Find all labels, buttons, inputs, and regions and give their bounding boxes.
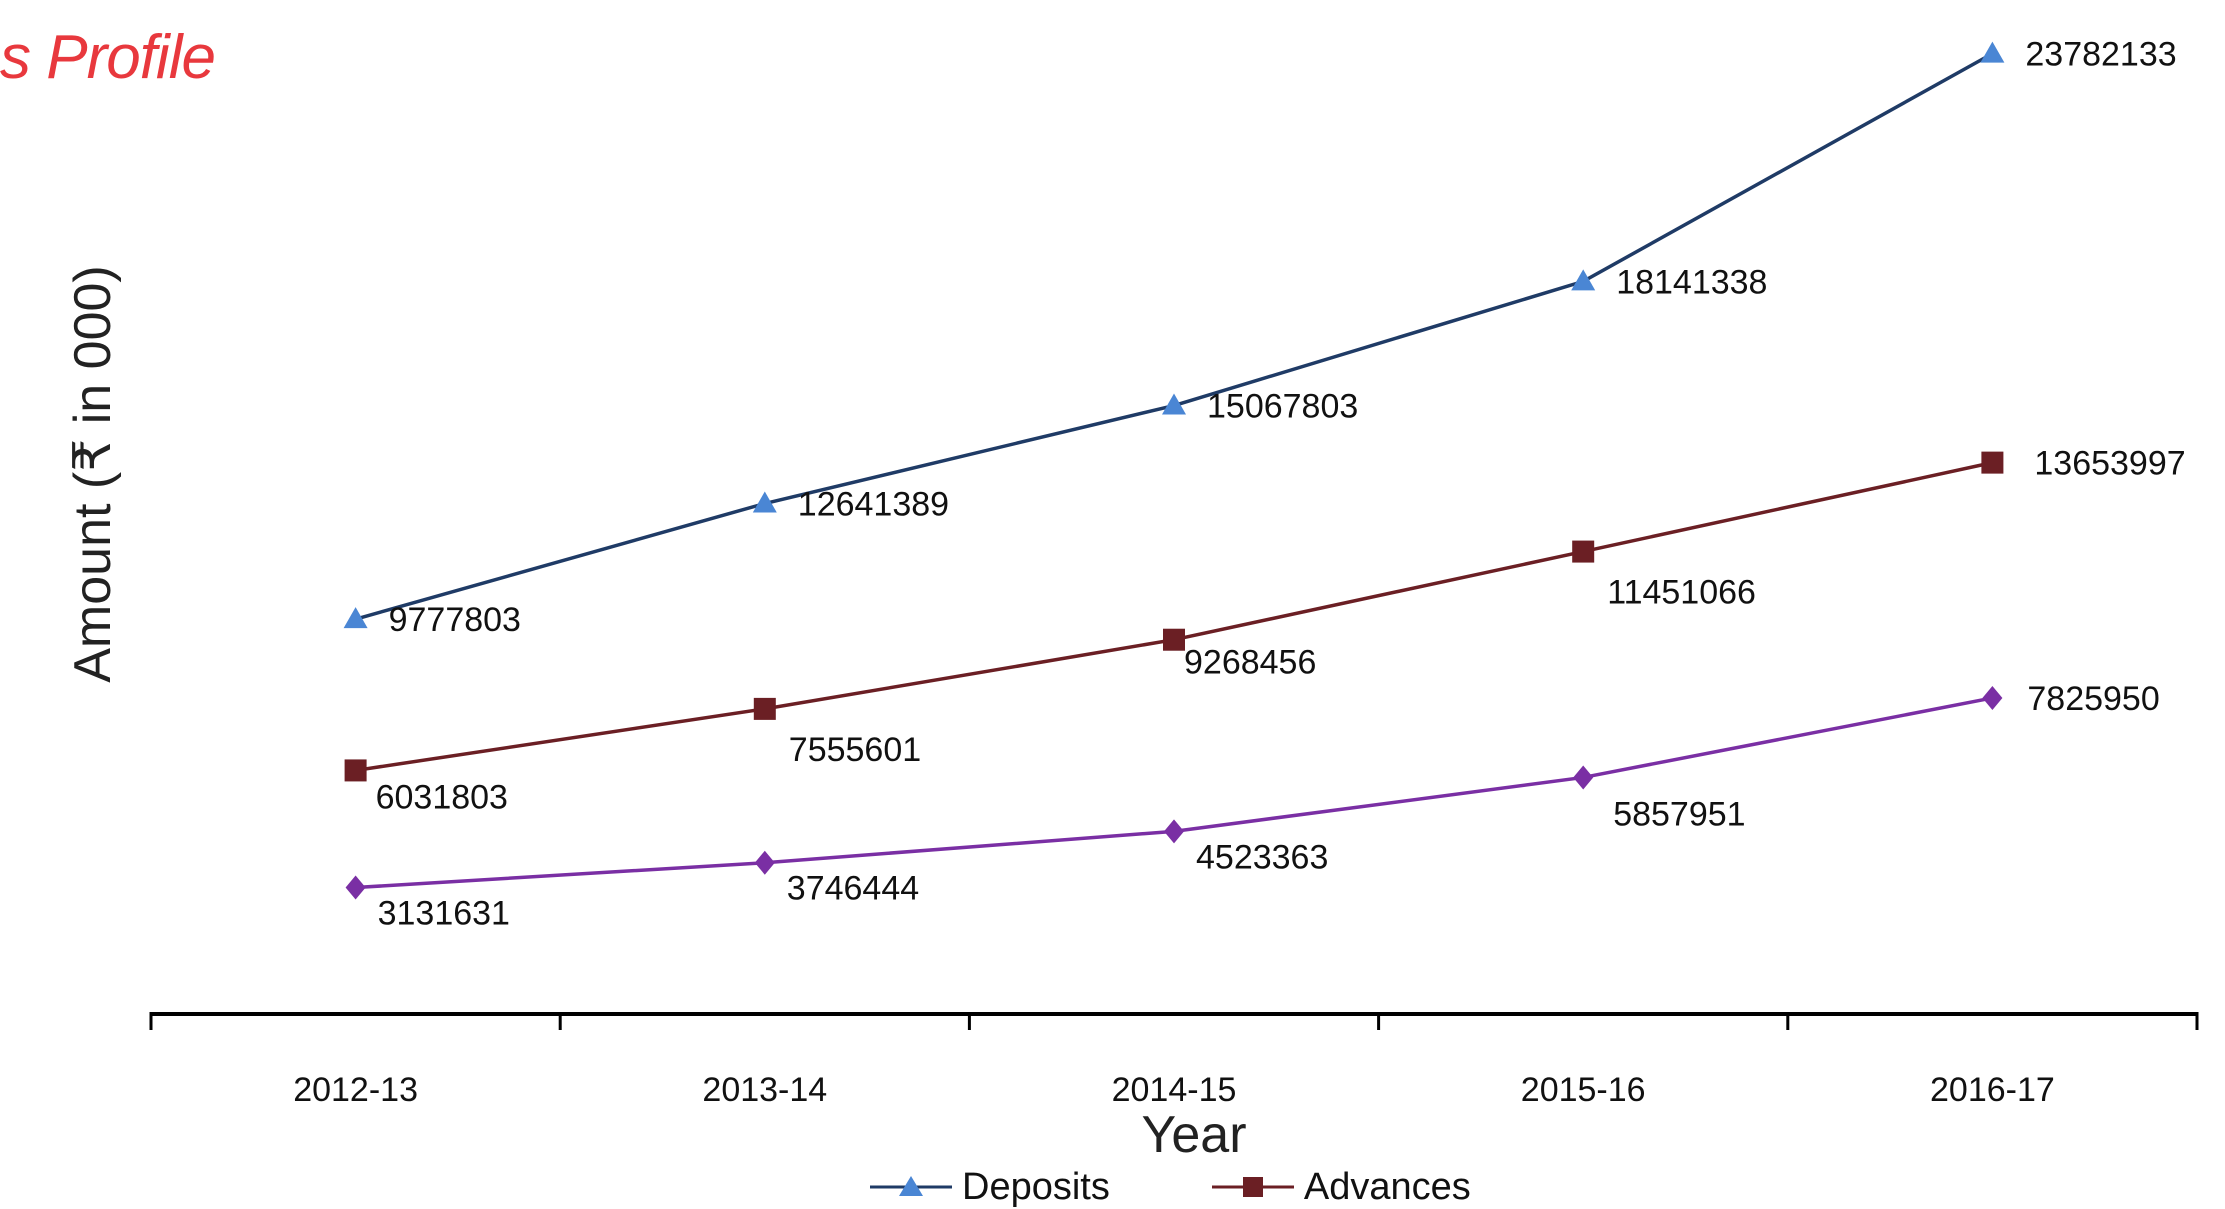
data-label: 5857951: [1613, 795, 1745, 833]
page-title: s Profile: [0, 23, 216, 92]
legend-label-advances: Advances: [1303, 1165, 1471, 1208]
data-label: 7825950: [2027, 680, 2159, 718]
legend-item-deposits: Deposits: [868, 1166, 1110, 1209]
legend-swatch-advances: [1211, 1177, 1294, 1197]
data-point: [1980, 41, 2005, 63]
data-label: 6031803: [376, 778, 508, 816]
x-axis-title: Year: [1141, 1106, 1246, 1164]
data-label: 12641389: [798, 486, 949, 524]
data-point: [1572, 540, 1595, 563]
data-label: 3746444: [787, 870, 919, 908]
data-point: [753, 697, 776, 720]
data-point: [344, 759, 367, 782]
x-tick-label: 2013-14: [702, 1071, 827, 1109]
legend-label-deposits: Deposits: [962, 1165, 1110, 1208]
data-label: 23782133: [2025, 36, 2176, 74]
legend-item-advances: Advances: [1210, 1166, 1471, 1209]
data-label: 9777803: [389, 601, 521, 639]
data-point: [1164, 819, 1184, 844]
data-point: [1162, 393, 1186, 415]
legend: Deposits Advances: [868, 1166, 1471, 1209]
data-point: [1163, 628, 1185, 651]
data-label: 18141338: [1616, 263, 1767, 301]
series-line-deposits: [355, 52, 1994, 621]
data-point: [1982, 685, 2003, 710]
x-tick-label: 2015-16: [1521, 1071, 1646, 1109]
data-point: [754, 850, 775, 875]
series-line-series-3: [355, 696, 1993, 890]
series-line-advances: [355, 460, 1993, 773]
data-label: 3131631: [378, 895, 510, 933]
data-label: 9268456: [1184, 644, 1316, 682]
data-point: [1981, 451, 2004, 474]
data-label: 7555601: [789, 731, 921, 769]
data-point: [752, 491, 777, 513]
data-point: [1573, 765, 1594, 790]
data-label: 13653997: [2034, 445, 2185, 483]
data-label: 15067803: [1207, 388, 1358, 426]
legend-swatch-deposits: [870, 1176, 952, 1196]
x-tick-label: 2014-15: [1112, 1071, 1237, 1109]
data-label: 11451066: [1607, 574, 1756, 612]
data-label: 4523363: [1196, 838, 1328, 876]
data-point: [1571, 269, 1596, 291]
x-tick-label: 2016-17: [1930, 1071, 2055, 1109]
x-tick-label: 2012-13: [293, 1071, 418, 1109]
data-point: [345, 875, 366, 900]
y-axis-title: Amount (₹ in 000): [64, 265, 122, 683]
data-point: [343, 607, 368, 629]
